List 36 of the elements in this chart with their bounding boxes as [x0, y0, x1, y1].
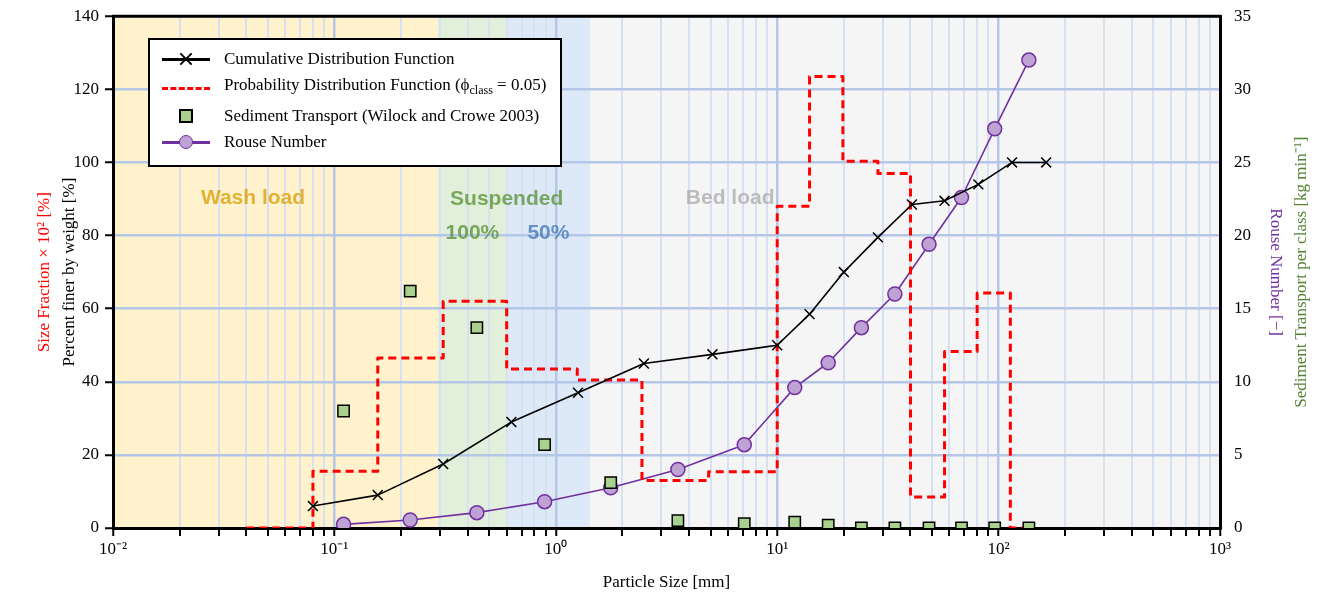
band-label: Bed load: [685, 184, 775, 208]
y2-tick-label: 15: [1234, 298, 1251, 318]
y2-tick-label: 10: [1234, 371, 1251, 391]
y-tick-label: 140: [73, 5, 99, 25]
legend-label: Rouse Number: [224, 131, 327, 154]
x-tick-label: 10³: [1208, 538, 1232, 558]
annotation: Suspended: [450, 185, 564, 209]
y-tick-label: 80: [82, 225, 99, 245]
band-label: 100%: [445, 219, 500, 243]
legend-label: Probability Distribution Function (ϕ$_{class}$ = 0.05): [224, 74, 547, 100]
y2-axis-title: Rouse Number [−]: [1267, 208, 1287, 336]
y-axis-title: Percent finer by weight [%]: [58, 177, 78, 367]
y2-tick-label: 20: [1234, 225, 1251, 245]
y2-tick-label: 35: [1234, 5, 1251, 25]
y-tick-label: 0: [90, 517, 99, 537]
y-tick-label: 100: [73, 151, 99, 171]
y-tick-label: 20: [82, 444, 99, 464]
y2-tick-label: 25: [1234, 151, 1251, 171]
x-tick-label: 10⁻²: [98, 538, 128, 558]
band-label: 50%: [527, 219, 570, 243]
legend-label: Sediment Transport (Wilock and Crowe 2003): [224, 105, 540, 128]
x-tick-label: 10²: [987, 538, 1010, 558]
x-axis-title: Particle Size [mm]: [602, 572, 731, 592]
y2-tick-label: 30: [1234, 78, 1251, 98]
x-tick-label: 10¹: [766, 538, 789, 558]
y-tick-label: 60: [82, 298, 99, 318]
legend-label: Cumulative Distribution Function: [224, 48, 455, 70]
text: Sediment Transport per class [kg min⁻¹]: [1291, 136, 1311, 408]
y-tick-label: 40: [82, 371, 99, 391]
y-tick-label: 120: [73, 78, 99, 98]
y2-tick-label: 5: [1234, 444, 1243, 464]
x-tick-label: 10⁰: [544, 538, 568, 558]
band-label: Wash load: [200, 184, 306, 208]
text: Size Fraction × 10² [%]: [34, 192, 54, 353]
y2-tick-label: 0: [1234, 517, 1243, 537]
x-tick-label: 10⁻¹: [320, 538, 349, 558]
